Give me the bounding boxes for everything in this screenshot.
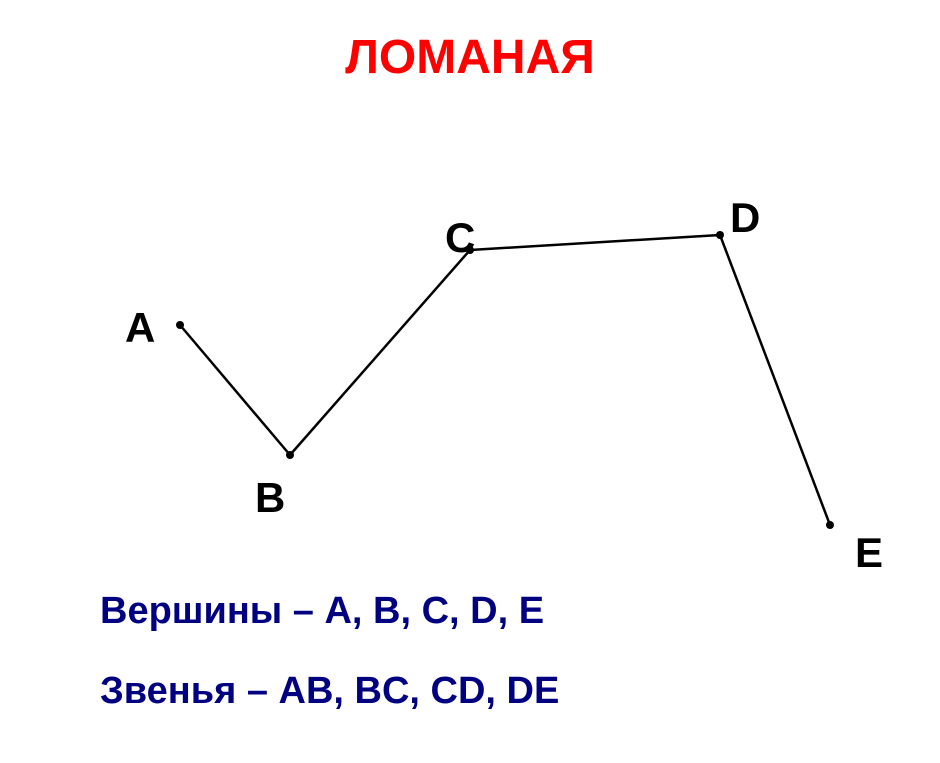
segment-CD — [470, 235, 720, 250]
segment-AB — [180, 325, 290, 455]
segment-BC — [290, 250, 470, 455]
title-text: ЛОМАНАЯ — [345, 31, 595, 84]
label-B: B — [255, 474, 285, 522]
page-title: ЛОМАНАЯ — [345, 30, 595, 85]
segment-DE — [720, 235, 830, 525]
label-E: E — [855, 529, 883, 577]
label-D: D — [730, 194, 760, 242]
point-D — [716, 231, 724, 239]
point-A — [176, 321, 184, 329]
label-A: A — [125, 304, 155, 352]
label-C: C — [445, 214, 475, 262]
polyline-diagram: ABCDE — [0, 130, 940, 550]
point-B — [286, 451, 294, 459]
footer-line-0: Вершины – A, B, C, D, E — [100, 590, 544, 633]
point-E — [826, 521, 834, 529]
footer-line-1: Звенья – AB, BC, CD, DE — [100, 670, 559, 713]
